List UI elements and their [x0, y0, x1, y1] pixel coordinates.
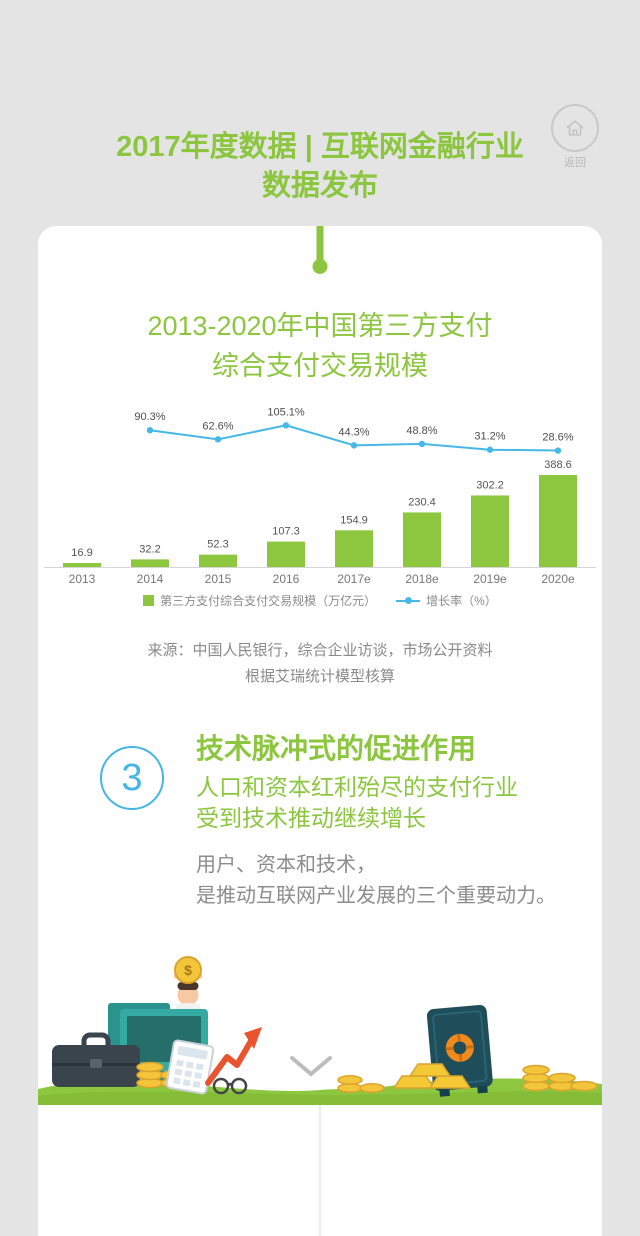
bar-value-label: 388.6 — [544, 459, 572, 471]
glasses-icon — [212, 1077, 248, 1095]
back-label: 返回 — [564, 157, 586, 169]
illustration-coin-stack-middle — [337, 1075, 385, 1093]
line-marker — [350, 442, 358, 449]
x-tick-label: 2013 — [69, 572, 96, 586]
section-body-line2: 是推动互联网产业发展的三个重要动力。 — [196, 885, 556, 907]
source-line2: 根据艾瑞统计模型核算 — [244, 668, 395, 685]
bar-2014 — [131, 559, 169, 567]
x-tick-label: 2018e — [405, 572, 439, 586]
section-body-line1: 用户、资本和技术， — [196, 854, 376, 876]
legend-bar-swatch — [143, 595, 155, 606]
source-line1: 来源：中国人民银行，综合企业访谈，市场公开资料 — [147, 642, 493, 659]
source-note: 来源：中国人民银行，综合企业访谈，市场公开资料 根据艾瑞统计模型核算 — [38, 638, 602, 690]
bar-2017e — [335, 530, 373, 567]
x-tick-label: 2017e — [337, 572, 371, 586]
line-value-label: 44.3% — [338, 426, 369, 438]
line-value-label: 62.6% — [202, 420, 233, 432]
combo-chart: 16.9 2013 32.2 2014 52.3 2015 107.3 2016 154.9 20… — [44, 406, 596, 586]
chart-title: 2013-2020年中国第三方支付 综合支付交易规模 — [38, 306, 602, 386]
bar-2016 — [267, 541, 305, 567]
line-value-label: 105.1% — [267, 406, 305, 418]
line-value-label: 90.3% — [134, 411, 165, 423]
svg-text:$: $ — [184, 962, 192, 978]
section-title: 技术脉冲式的促进作用 — [196, 733, 477, 764]
x-tick-label: 2020e — [541, 572, 575, 586]
bar-2013 — [63, 562, 101, 567]
line-marker — [486, 446, 494, 453]
bar-2020e — [539, 475, 577, 567]
legend-line-label: 增长率（%） — [426, 594, 497, 608]
x-tick-label: 2019e — [473, 572, 507, 586]
page-title-line2: 数据发布 — [261, 170, 378, 202]
legend-bar-label: 第三方支付综合支付交易规模（万亿元） — [160, 594, 377, 608]
illustration-calculator — [165, 1039, 215, 1095]
line-value-label: 31.2% — [474, 431, 505, 443]
section-subtitle: 人口和资本红利殆尽的支付行业 受到技术推动继续增长 — [196, 772, 518, 834]
page-title-line1: 2017年度数据 | 互联网金融行业 — [116, 131, 524, 163]
pin-connector-dot — [312, 259, 328, 274]
line-marker — [214, 436, 222, 443]
content-card: 2013-2020年中国第三方支付 综合支付交易规模 16.9 2013 32.2 2… — [38, 226, 602, 1236]
legend-line-swatch — [396, 597, 421, 604]
bar-2018e — [403, 512, 441, 567]
bar-value-label: 154.9 — [340, 514, 368, 526]
bar-2015 — [199, 554, 237, 567]
line-value-label: 48.8% — [406, 425, 437, 437]
money-coin-icon: $ — [174, 956, 202, 984]
illustration-gold-bars — [392, 1063, 472, 1089]
chart-title-line1: 2013-2020年中国第三方支付 — [147, 311, 493, 341]
back-button[interactable]: 返回 — [548, 104, 602, 170]
section-body: 用户、资本和技术， 是推动互联网产业发展的三个重要动力。 — [196, 850, 556, 912]
line-marker — [418, 440, 426, 448]
bar-2019e — [471, 495, 509, 567]
legend-item-bars: 第三方支付综合支付交易规模（万亿元） — [143, 592, 376, 609]
bar-value-label: 302.2 — [476, 479, 504, 491]
line-value-label: 28.6% — [542, 432, 573, 444]
bar-value-label: 16.9 — [71, 547, 92, 559]
back-button-circle[interactable] — [551, 104, 599, 152]
page-title: 2017年度数据 | 互联网金融行业 数据发布 — [0, 128, 640, 206]
section-subtitle-line2: 受到技术推动继续增长 — [196, 805, 426, 831]
chart-title-line2: 综合支付交易规模 — [212, 351, 428, 381]
growth-arrow-icon — [205, 1027, 262, 1086]
x-tick-label: 2016 — [273, 572, 300, 586]
bar-value-label: 32.2 — [139, 543, 160, 555]
line-marker — [146, 427, 154, 434]
bar-value-label: 230.4 — [408, 496, 436, 508]
chart-legend: 第三方支付综合支付交易规模（万亿元） 增长率（%） — [38, 592, 602, 609]
footer-illustration: $ — [38, 956, 602, 1105]
chevron-down-icon — [290, 1056, 332, 1077]
section-number-badge: 3 — [100, 746, 164, 810]
x-tick-label: 2014 — [137, 572, 164, 586]
section-connector-line — [318, 1105, 322, 1236]
section-subtitle-line1: 人口和资本红利殆尽的支付行业 — [196, 774, 518, 800]
line-marker — [282, 422, 290, 429]
home-icon — [566, 120, 584, 136]
line-marker — [554, 447, 562, 454]
bar-value-label: 52.3 — [207, 539, 228, 551]
bar-value-label: 107.3 — [272, 526, 300, 538]
illustration-briefcase — [52, 1032, 140, 1087]
x-tick-label: 2015 — [205, 572, 232, 586]
illustration-coin-stack-right — [522, 1064, 598, 1092]
pin-connector-line — [316, 226, 324, 260]
legend-item-line: 增长率（%） — [396, 592, 497, 609]
